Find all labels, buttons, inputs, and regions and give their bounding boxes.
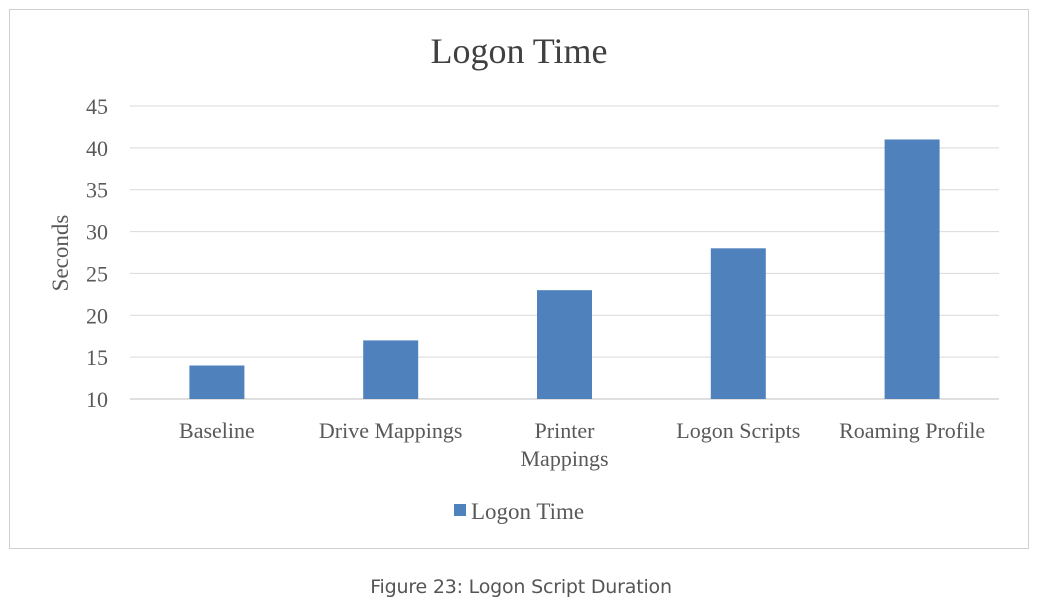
x-axis-tick-labels: Baseline Drive Mappings Printer Mappings Log… <box>179 418 985 471</box>
bar <box>710 248 766 399</box>
x-tick-label: Roaming Profile <box>839 418 985 443</box>
bar <box>363 340 419 399</box>
bar-chart: Logon Time Seconds 10 15 20 25 30 35 40 45 Base… <box>48 31 999 524</box>
x-tick-label: Printer Mappings <box>521 418 609 471</box>
bar <box>189 365 245 399</box>
x-tick-label: Baseline <box>179 418 255 443</box>
y-tick-label: 20 <box>86 303 108 328</box>
legend: Logon Time <box>454 499 584 524</box>
bar <box>537 290 592 399</box>
legend-swatch <box>454 504 466 516</box>
y-tick-label: 30 <box>86 220 108 245</box>
y-tick-label: 35 <box>86 178 108 203</box>
legend-label: Logon Time <box>471 499 584 524</box>
y-tick-label: 45 <box>86 94 108 119</box>
gridlines <box>130 105 999 400</box>
bars <box>189 139 940 399</box>
y-axis-title: Seconds <box>48 215 73 292</box>
figure-caption: Figure 23: Logon Script Duration <box>370 576 672 598</box>
bar <box>884 139 940 399</box>
y-tick-label: 25 <box>86 261 108 286</box>
x-tick-label: Logon Scripts <box>676 418 800 443</box>
chart-frame <box>9 9 1029 549</box>
y-tick-label: 10 <box>86 387 108 412</box>
y-axis-tick-labels: 10 15 20 25 30 35 40 45 <box>86 94 108 412</box>
y-tick-label: 15 <box>86 345 108 370</box>
y-tick-label: 40 <box>86 136 108 161</box>
chart-title: Logon Time <box>430 31 607 71</box>
x-tick-label: Drive Mappings <box>319 418 463 443</box>
